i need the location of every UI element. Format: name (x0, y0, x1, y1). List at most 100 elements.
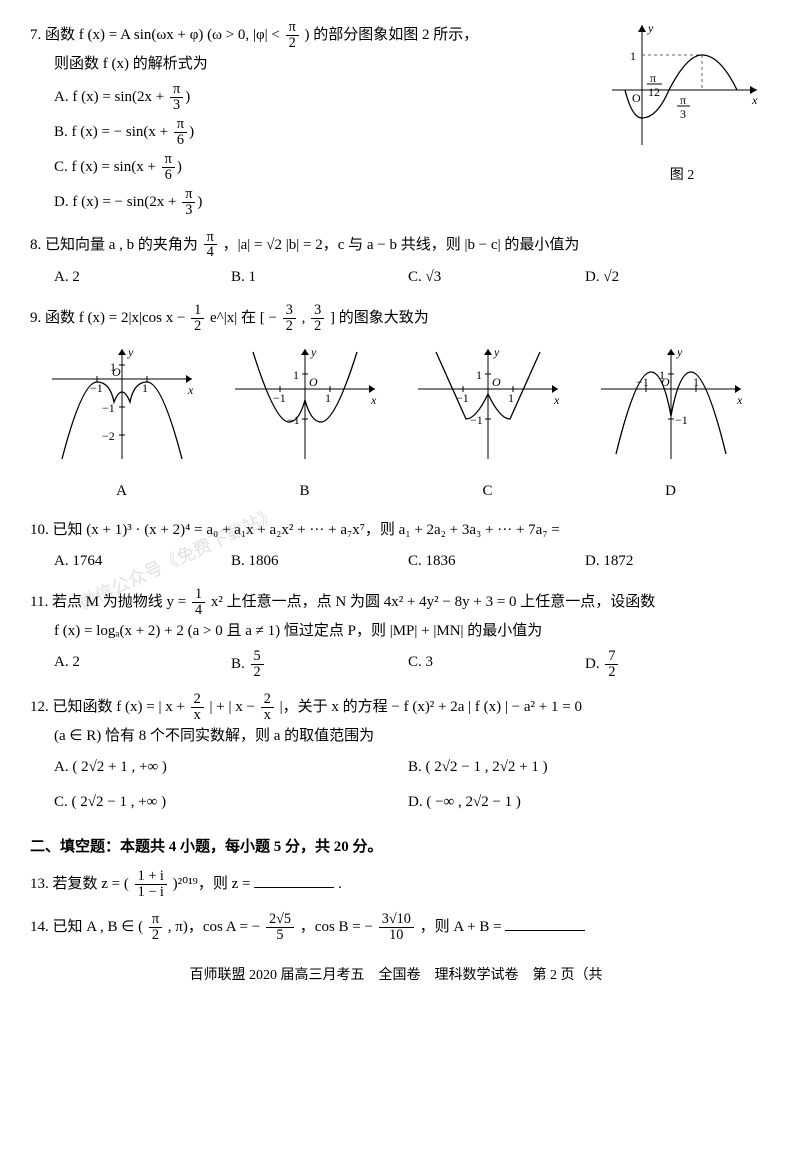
fig2-svg: O x y 1 π 12 π 3 (602, 20, 762, 150)
question-8: 8. 已知向量 a , b 的夹角为 π4 ，|a| = √2 |b| = 2，… (30, 230, 762, 292)
svg-text:y: y (493, 345, 500, 359)
svg-text:−2: −2 (102, 429, 115, 443)
q8-options: A. 2 B. 1 C. √3 D. √2 (54, 264, 762, 291)
x-axis-label: x (751, 93, 758, 107)
svg-text:O: O (309, 375, 318, 389)
q9-label-c: C (396, 478, 579, 505)
q12-opt-c: C. ( 2√2 − 1 , +∞ ) (54, 789, 408, 816)
q8-opt-c: C. √3 (408, 264, 585, 291)
q9-graph-d: O x y 1 −1 −1 1 D (579, 344, 762, 505)
q11-opt-b: B. 52 (231, 649, 408, 680)
svg-text:−1: −1 (456, 391, 469, 405)
origin-label: O (632, 91, 641, 105)
svg-text:x: x (553, 393, 560, 407)
svg-text:−1: −1 (102, 401, 115, 415)
q9-label-d: D (579, 478, 762, 505)
fig2-caption: 图 2 (602, 163, 762, 188)
q14-stem-c: ，cos B = − (300, 919, 377, 935)
q13-stem-b: )²⁰¹⁹，则 z = (173, 876, 255, 892)
one-label: 1 (630, 49, 636, 63)
q9-graphs: O x y 1 −1 −2 −1 1 A (30, 344, 762, 505)
q14-blank (505, 915, 585, 931)
svg-text:y: y (310, 345, 317, 359)
page-footer: 百师联盟 2020 届高三月考五 全国卷 理科数学试卷 第 2 页（共 (30, 963, 762, 988)
q11-opt-d: D. 72 (585, 649, 762, 680)
q9-label-b: B (213, 478, 396, 505)
q11-stem-a: 若点 M 为抛物线 y = (52, 594, 190, 610)
q10-options: A. 1764 B. 1806 C. 1836 D. 1872 (54, 548, 762, 575)
question-12: 12. 已知函数 f (x) = | x + 2x | + | x − 2x |… (30, 692, 762, 820)
q12-stem-d: (a ∈ R) 恰有 8 个不同实数解，则 a 的取值范围为 (54, 723, 762, 750)
q12-opt-d: D. ( −∞ , 2√2 − 1 ) (408, 789, 762, 816)
svg-text:y: y (676, 345, 683, 359)
section-2-title: 二、填空题：本题共 4 小题，每小题 5 分，共 20 分。 (30, 834, 762, 861)
q11-options: A. 2 B. 52 C. 3 D. 72 (54, 649, 762, 680)
question-9: 9. 函数 f (x) = 2|x|cos x − 12 e^|x| 在 [ −… (30, 303, 762, 505)
q10-opt-a: A. 1764 (54, 548, 231, 575)
pi-12-den: 12 (648, 85, 660, 99)
svg-text:x: x (187, 383, 194, 397)
q10-opt-c: C. 1836 (408, 548, 585, 575)
q12-options: A. ( 2√2 + 1 , +∞ ) B. ( 2√2 − 1 , 2√2 +… (54, 750, 762, 820)
q11-opt-c: C. 3 (408, 649, 585, 680)
q14-stem-d: ，则 A + B = (420, 919, 506, 935)
q8-num: 8. (30, 236, 41, 252)
svg-text:1: 1 (476, 368, 482, 382)
pi-3-num: π (680, 93, 686, 107)
q14-stem-b: , π)，cos A = − (168, 919, 264, 935)
q13-blank (254, 872, 334, 888)
svg-text:x: x (370, 393, 377, 407)
svg-text:O: O (492, 375, 501, 389)
q9-stem-c: , (302, 310, 310, 326)
svg-text:1: 1 (110, 360, 116, 374)
q10-stem: 已知 (x + 1)³ · (x + 2)⁴ = a₀ + a₁x + a₂x²… (53, 522, 560, 538)
q10-num: 10. (30, 522, 49, 538)
pi-12-num: π (650, 71, 656, 85)
q8-stem-b: ，|a| = √2 |b| = 2，c 与 a − b 共线，则 |b − c|… (223, 236, 580, 252)
q7-opt-d: D. f (x) = − sin(2x + π3) (54, 187, 762, 218)
q9-stem-d: ] 的图象大致为 (330, 310, 429, 326)
question-14: 14. 已知 A , B ∈ ( π2 , π)，cos A = − 2√55 … (30, 912, 762, 943)
q14-num: 14. (30, 919, 49, 935)
q12-opt-a: A. ( 2√2 + 1 , +∞ ) (54, 754, 408, 781)
pi-3-den: 3 (680, 107, 686, 121)
q8-stem-a: 已知向量 a , b 的夹角为 (45, 236, 198, 252)
q9-num: 9. (30, 310, 41, 326)
q11-stem-b: x² 上任意一点，点 N 为圆 4x² + 4y² − 8y + 3 = 0 上… (211, 594, 655, 610)
svg-text:1: 1 (325, 391, 331, 405)
q13-num: 13. (30, 876, 49, 892)
svg-text:−1: −1 (273, 391, 286, 405)
q9-stem-b: e^|x| 在 [ − (210, 310, 281, 326)
q10-opt-b: B. 1806 (231, 548, 408, 575)
svg-text:y: y (127, 345, 134, 359)
q12-stem-a: 已知函数 f (x) = | x + (53, 699, 189, 715)
q8-opt-a: A. 2 (54, 264, 231, 291)
q9-label-a: A (30, 478, 213, 505)
svg-text:1: 1 (293, 368, 299, 382)
q9-graph-a: O x y 1 −1 −2 −1 1 A (30, 344, 213, 505)
q12-stem-c: |，关于 x 的方程 − f (x)² + 2a | f (x) | − a² … (280, 699, 582, 715)
question-11: 11. 若点 M 为抛物线 y = 14 x² 上任意一点，点 N 为圆 4x²… (30, 587, 762, 680)
svg-text:−1: −1 (470, 413, 483, 427)
figure-2: O x y 1 π 12 π 3 图 2 (602, 20, 762, 189)
q8-opt-b: B. 1 (231, 264, 408, 291)
q13-stem-a: 若复数 z = ( (53, 876, 129, 892)
svg-text:1: 1 (508, 391, 514, 405)
svg-text:−1: −1 (287, 413, 300, 427)
question-13: 13. 若复数 z = ( 1 + i1 − i )²⁰¹⁹，则 z = . (30, 869, 762, 900)
q8-opt-d: D. √2 (585, 264, 762, 291)
q12-stem-b: | + | x − (210, 699, 259, 715)
y-axis-label: y (647, 21, 654, 35)
q9-graph-b: O x y 1 −1 −1 1 B (213, 344, 396, 505)
q12-num: 12. (30, 699, 49, 715)
q7-stem2: ) 的部分图象如图 2 所示， (305, 27, 479, 43)
q14-stem-a: 已知 A , B ∈ ( (53, 919, 144, 935)
question-7: O x y 1 π 12 π 3 图 2 7. 函数 f (x) = A sin… (30, 20, 762, 218)
q10-opt-d: D. 1872 (585, 548, 762, 575)
svg-text:−1: −1 (675, 413, 688, 427)
q12-opt-b: B. ( 2√2 − 1 , 2√2 + 1 ) (408, 754, 762, 781)
q7-num: 7. (30, 27, 41, 43)
q11-num: 11. (30, 594, 48, 610)
svg-text:x: x (736, 393, 743, 407)
q11-opt-a: A. 2 (54, 649, 231, 680)
